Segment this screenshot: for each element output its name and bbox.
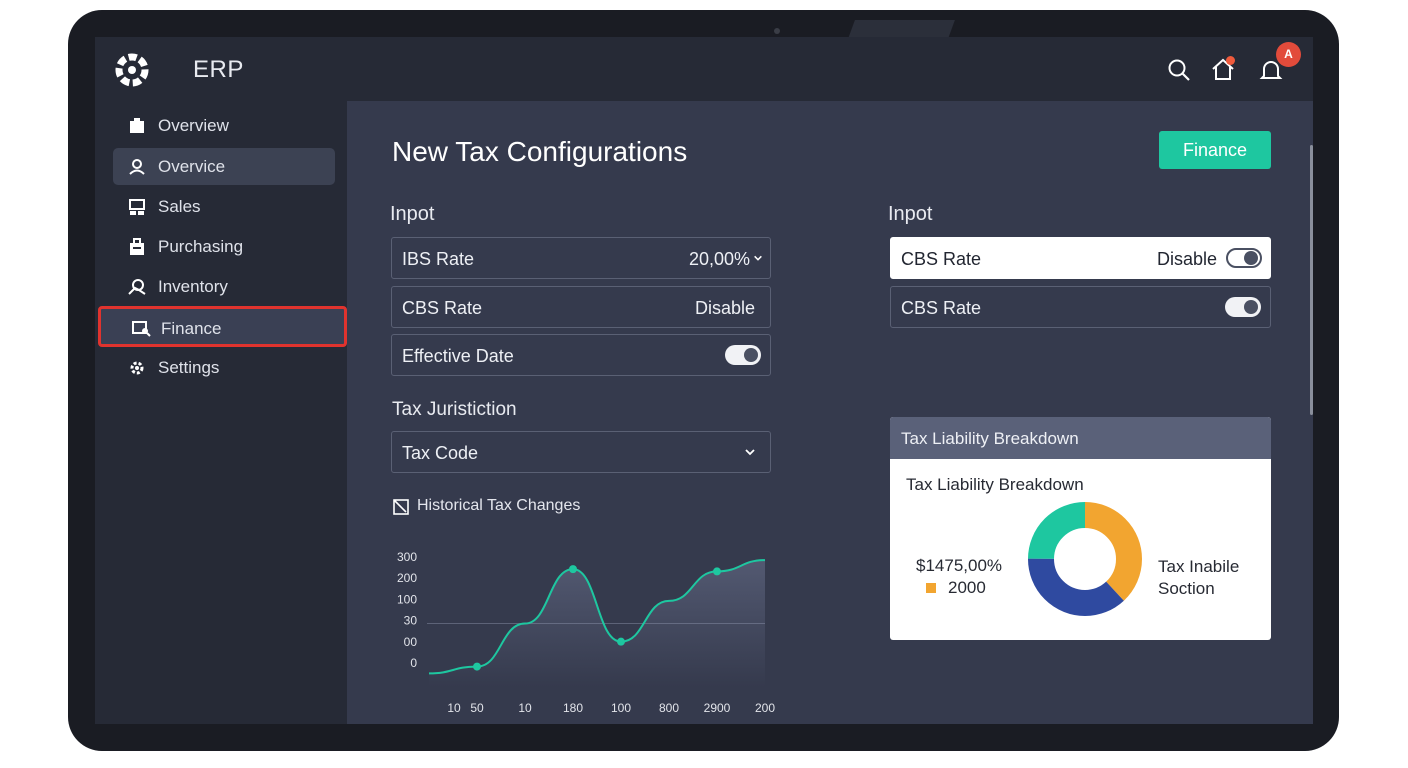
effective-date-field: Effective Date	[391, 334, 771, 376]
chart-series-line	[428, 559, 766, 675]
y-tick-label: 200	[397, 571, 417, 585]
tax-liability-card: Tax Liability Breakdown Tax Liability Br…	[890, 417, 1271, 640]
y-tick-label: 30	[404, 614, 418, 628]
cbs-rate-field[interactable]: CBS Rate Disable	[391, 286, 771, 328]
sidebar-item-label: Sales	[158, 197, 201, 216]
x-tick-label: 800	[659, 701, 679, 715]
donut-slice	[1028, 502, 1142, 616]
donut-side-label: Tax Inabile	[1158, 557, 1240, 576]
y-tick-label: 00	[404, 635, 418, 649]
toggle-knob	[1244, 251, 1258, 265]
sidebar-item-label: Overvice	[158, 157, 226, 176]
sidebar-item-label: Inventory	[158, 277, 228, 296]
sidebar-item-purchasing[interactable]: Purchasing	[113, 228, 335, 265]
field-value: Disable	[1156, 249, 1217, 269]
y-tick-label: 0	[410, 656, 417, 670]
sidebar-item-overview[interactable]: Overview	[113, 107, 335, 144]
main-panel: New Tax Configurations Finance Inpot IBS…	[347, 101, 1313, 724]
avatar[interactable]: A	[1276, 42, 1301, 67]
card-header-title: Tax Liability Breakdown	[901, 429, 1079, 448]
finance-icon	[132, 321, 151, 337]
search-icon[interactable]	[1166, 57, 1192, 83]
inventory-icon	[128, 279, 146, 295]
topbar: ERP A	[95, 37, 1313, 101]
field-label: CBS Rate	[901, 249, 982, 269]
sales-icon	[129, 199, 145, 215]
sidebar-item-inventory[interactable]: Inventory	[113, 268, 335, 305]
x-tick-label: 200	[755, 701, 775, 715]
cbs-rate-toggle-field: CBS Rate Disable	[890, 237, 1271, 279]
field-value: 20,00%	[688, 249, 750, 269]
dashboard-icon	[130, 118, 144, 133]
sidebar-item-sales[interactable]: Sales	[113, 188, 335, 225]
chart-point	[617, 637, 625, 646]
x-tick-label: 10	[518, 701, 532, 715]
y-tick-label: 100	[397, 592, 417, 606]
x-tick-label: 10	[447, 701, 461, 715]
tax-code-select[interactable]: Tax Code	[391, 431, 771, 473]
x-tick-label: 2900	[704, 701, 731, 715]
field-label: Tax Code	[402, 443, 479, 463]
purchasing-icon	[130, 238, 144, 255]
sidebar-item-overvice[interactable]: Overvice	[113, 148, 335, 185]
donut-side-label: Soction	[1158, 579, 1215, 598]
sidebar-item-label: Finance	[161, 319, 222, 338]
chart-point	[713, 567, 721, 576]
scrollbar[interactable]	[1310, 145, 1313, 415]
ibs-rate-select[interactable]: IBS Rate 20,00%	[391, 237, 771, 279]
card-subtitle: Tax Liability Breakdown	[906, 475, 1084, 494]
sidebar-item-settings[interactable]: Settings	[113, 349, 335, 386]
chart-area	[429, 560, 765, 687]
legend-value: 2000	[948, 578, 986, 597]
camera-dot	[774, 28, 780, 34]
field-label: CBS Rate	[402, 298, 483, 318]
toggle-knob	[1244, 300, 1258, 314]
chart-point	[473, 662, 481, 671]
liability-donut-chart	[1028, 502, 1142, 616]
app-window: ERP A Overview Overvice Sales Purchasi	[95, 37, 1313, 724]
x-tick-label: 180	[563, 701, 583, 715]
chevron-down-icon	[745, 449, 755, 456]
toggle-knob	[744, 348, 758, 362]
home-icon[interactable]	[1210, 57, 1236, 83]
field-label: IBS Rate	[402, 249, 475, 269]
finance-button[interactable]: Finance	[1159, 131, 1271, 169]
cbs-rate-toggle-2[interactable]	[1225, 297, 1261, 317]
notification-dot	[1226, 56, 1235, 65]
field-value: Disable	[694, 298, 755, 318]
liability-amount: $1475,00%	[916, 556, 1003, 575]
tax-jurisdiction-label: Tax Juristiction	[392, 399, 517, 420]
field-label: CBS Rate	[901, 298, 982, 318]
cbs-rate-field-2: CBS Rate	[890, 286, 1271, 328]
y-tick-label: 300	[397, 550, 417, 564]
history-chart-icon	[393, 499, 409, 515]
card-header: Tax Liability Breakdown	[890, 417, 1271, 459]
x-tick-label: 100	[611, 701, 631, 715]
user-icon	[129, 159, 145, 175]
sidebar-item-label: Settings	[158, 358, 220, 377]
app-title: ERP	[193, 56, 244, 83]
right-input-section-label: Inpot	[888, 203, 933, 225]
chevron-down-icon	[754, 255, 762, 261]
sidebar-item-label: Overview	[158, 116, 229, 135]
page-title: New Tax Configurations	[392, 136, 688, 167]
sidebar: Overview Overvice Sales Purchasing Inven…	[95, 101, 347, 724]
gear-icon	[130, 361, 144, 375]
legend-swatch	[926, 583, 936, 593]
x-tick-label: 50	[470, 701, 484, 715]
historical-tax-changes-label: Historical Tax Changes	[417, 497, 581, 514]
field-label: Effective Date	[402, 346, 514, 366]
sidebar-item-label: Purchasing	[158, 237, 244, 256]
sidebar-item-finance[interactable]: Finance	[98, 306, 347, 347]
effective-date-toggle[interactable]	[725, 345, 761, 365]
input-section-label: Inpot	[390, 203, 435, 225]
cbs-rate-toggle[interactable]	[1226, 248, 1262, 268]
donut-slice	[1028, 502, 1142, 616]
chart-point	[569, 565, 577, 574]
bell-icon[interactable]	[1258, 57, 1284, 83]
erp-logo-icon	[115, 53, 149, 87]
